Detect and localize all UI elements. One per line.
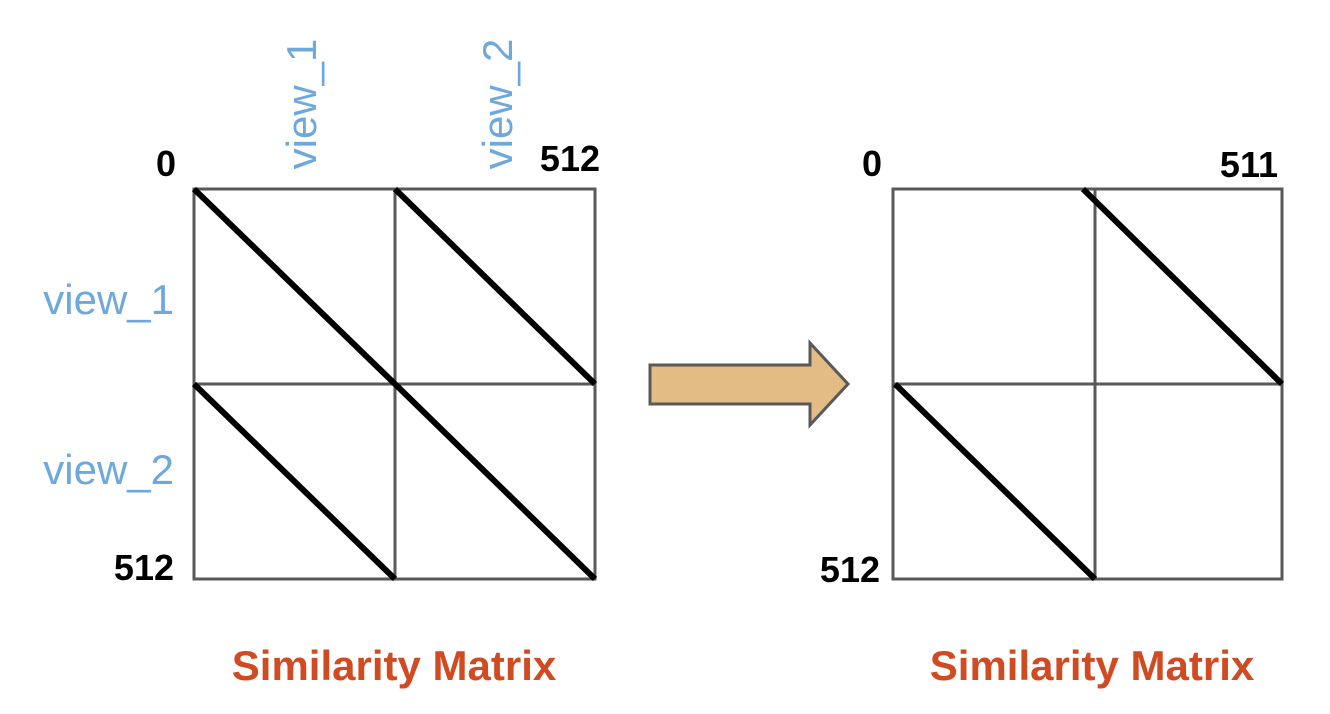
right-matrix-caption: Similarity Matrix [930,642,1255,689]
left-diagonal-block-2-1 [191,381,398,582]
right-corner-bottom-left: 512 [820,549,880,590]
right-arrow-icon [648,339,851,429]
right-matrix: 0 511 512 Similarity Matrix [820,143,1285,689]
row-label-view-1: view_1 [43,276,174,323]
left-diagonal-block-1-1 [191,186,398,387]
column-label-view-2: view_2 [474,39,521,170]
left-matrix: 0 512 512 view_1 view_2 view_1 view_2 Si… [43,39,600,689]
left-corner-top-right: 512 [540,138,600,179]
left-diagonal-block-2-2 [392,381,598,582]
right-diagonal-block-1-2 [1080,186,1285,387]
left-corner-top-left: 0 [156,143,176,184]
left-matrix-caption: Similarity Matrix [232,642,557,689]
row-label-view-2: view_2 [43,446,174,493]
column-label-view-1: view_1 [278,39,325,170]
left-corner-bottom-left: 512 [114,547,174,588]
left-diagonal-block-1-2 [392,186,598,387]
right-corner-top-right: 511 [1220,144,1278,185]
right-corner-top-left: 0 [862,143,882,184]
right-diagonal-block-2-1 [892,381,1098,582]
